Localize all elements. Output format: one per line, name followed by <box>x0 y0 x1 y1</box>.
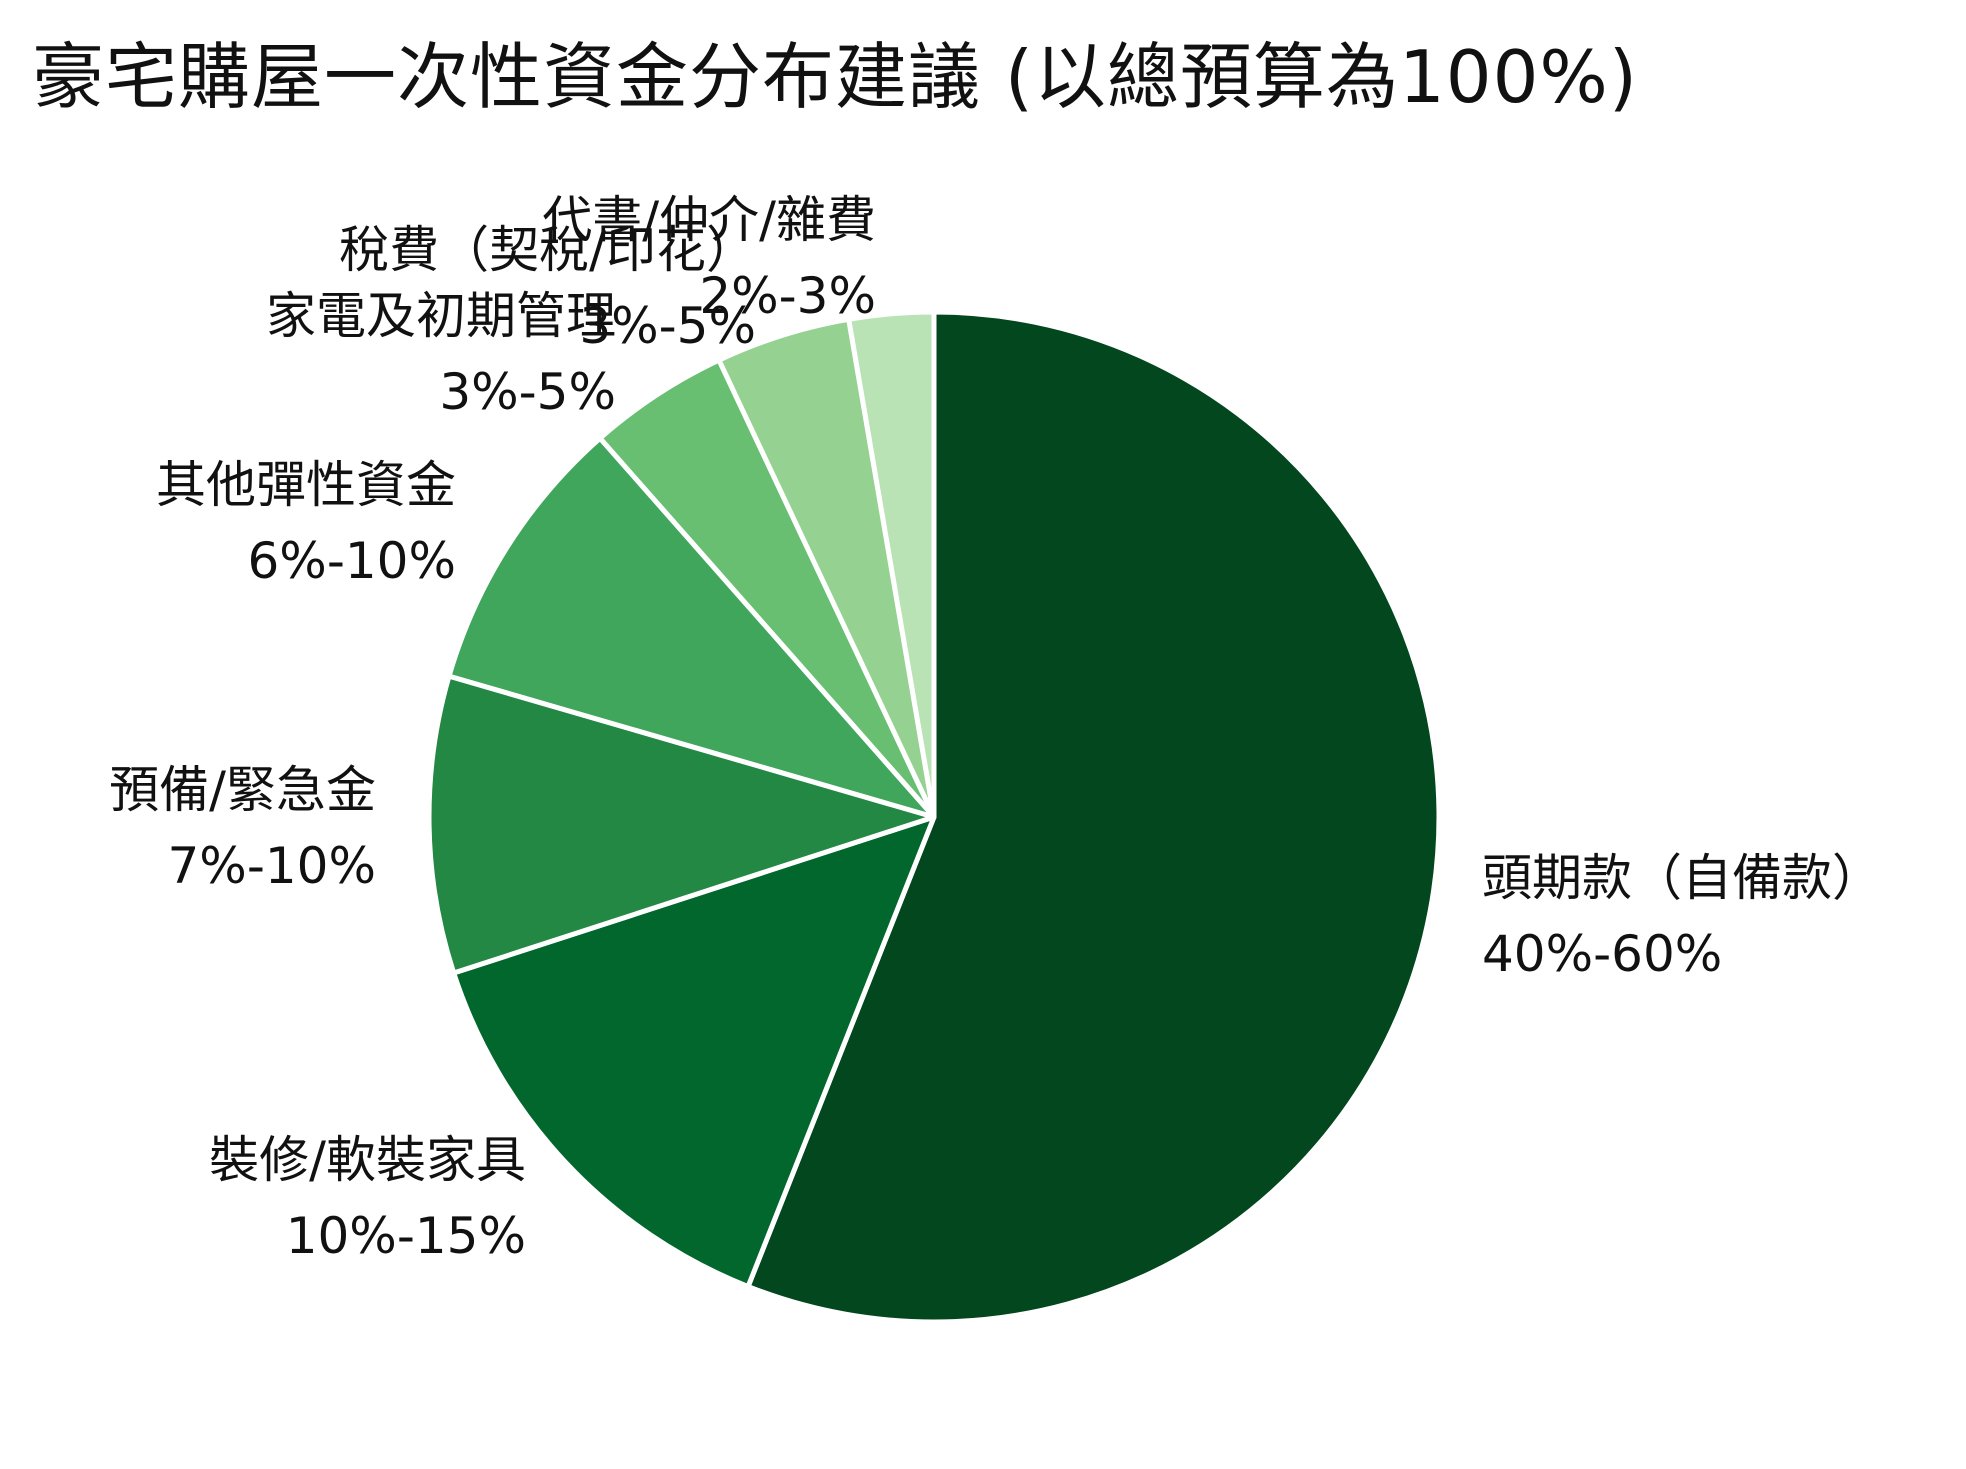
slice-label-down-payment: 頭期款（自備款） 40%-60% <box>1482 840 1882 992</box>
slice-label-taxes: 稅費（契稅/印花） 3%-5% <box>339 212 756 364</box>
pie-slice-agent-fees <box>846 309 937 820</box>
slice-range: 40%-60% <box>1482 925 1723 983</box>
slice-label-emergency-fund: 預備/緊急金 7%-10% <box>109 752 376 904</box>
slice-range: 10%-15% <box>285 1207 526 1265</box>
slice-range: 6%-10% <box>247 532 457 590</box>
pie-slice-emergency-fund <box>426 673 937 976</box>
pie-slice-flexible-fund <box>446 435 937 820</box>
slice-name: 預備/緊急金 <box>109 761 376 819</box>
slice-label-flexible-fund: 其他彈性資金 6%-10% <box>156 447 456 599</box>
slice-label-agent-fees: 代書/仲介/雜費 2%-3% <box>542 182 876 334</box>
slice-name: 裝修/軟裝家具 <box>209 1131 526 1189</box>
slice-label-appliances: 家電及初期管理 3%-5% <box>266 278 616 430</box>
chart-title: 豪宅購屋一次性資金分布建議 (以總預算為100%) <box>32 35 1638 119</box>
slice-name: 家電及初期管理 <box>266 287 616 345</box>
slice-range: 2%-3% <box>699 267 876 325</box>
pie-slice-down-payment <box>745 309 1442 1325</box>
slice-range: 7%-10% <box>167 837 377 895</box>
slice-range: 3%-5% <box>579 297 756 355</box>
slice-range: 3%-5% <box>439 363 616 421</box>
slice-name: 其他彈性資金 <box>156 456 456 514</box>
slice-name: 稅費（契稅/印花） <box>339 221 756 279</box>
slice-label-renovation: 裝修/軟裝家具 10%-15% <box>209 1122 526 1274</box>
slice-name: 頭期款（自備款） <box>1482 849 1882 907</box>
slice-name: 代書/仲介/雜費 <box>542 191 876 249</box>
